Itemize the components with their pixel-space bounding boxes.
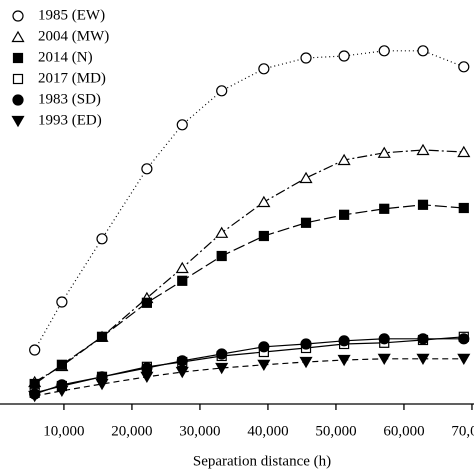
data-point xyxy=(338,50,350,62)
legend-label: 2004 (MW) xyxy=(38,28,109,44)
legend-label: 2014 (N) xyxy=(38,49,93,65)
data-point xyxy=(417,333,429,345)
data-point xyxy=(417,199,429,210)
data-point xyxy=(216,250,227,262)
legend-label: 2017 (MD) xyxy=(38,70,106,86)
legend-marker xyxy=(11,30,25,43)
data-point xyxy=(457,353,471,365)
data-point xyxy=(175,261,189,274)
data-point xyxy=(216,348,228,360)
data-point xyxy=(141,362,153,374)
data-point xyxy=(416,353,430,365)
data-point xyxy=(457,145,471,158)
data-point xyxy=(337,153,351,166)
data-point xyxy=(337,354,351,367)
data-point xyxy=(378,333,390,345)
x-tick-label: 20,000 xyxy=(111,423,152,439)
data-point xyxy=(56,296,68,308)
data-point xyxy=(140,371,154,383)
data-point xyxy=(458,333,470,345)
data-point xyxy=(258,63,270,75)
data-point xyxy=(299,356,313,369)
x-tick-label: 30,000 xyxy=(179,423,220,439)
series-line xyxy=(34,149,464,383)
x-tick-label: 60,000 xyxy=(383,423,424,439)
data-point xyxy=(29,378,40,390)
data-point xyxy=(299,171,313,184)
data-point xyxy=(28,390,42,403)
data-point xyxy=(416,143,430,156)
data-point xyxy=(458,61,470,73)
x-tick-label: 40,000 xyxy=(247,423,288,439)
data-point xyxy=(176,355,188,367)
data-point xyxy=(29,344,41,356)
data-point xyxy=(141,297,152,308)
x-tick-label: 10,000 xyxy=(43,423,84,439)
data-point xyxy=(258,341,270,353)
data-point xyxy=(177,275,188,286)
data-point xyxy=(300,217,312,228)
x-tick-label: 70,000 xyxy=(451,423,474,439)
series-line xyxy=(34,204,464,385)
data-point xyxy=(216,85,228,97)
series-line xyxy=(34,338,464,395)
data-point xyxy=(377,146,391,158)
data-point xyxy=(257,359,271,371)
data-point xyxy=(215,226,229,238)
data-point xyxy=(55,385,69,397)
legend-label: 1983 (SD) xyxy=(38,91,101,107)
data-point xyxy=(175,366,189,379)
legend-marker xyxy=(12,52,24,64)
data-point xyxy=(95,378,109,391)
data-point xyxy=(338,335,350,347)
legend-marker xyxy=(12,73,24,85)
x-tick-label: 50,000 xyxy=(315,423,356,439)
x-axis-label: Separation distance (h) xyxy=(193,453,331,469)
legend-label: 1985 (EW) xyxy=(38,7,105,23)
data-point xyxy=(300,52,312,64)
data-point xyxy=(215,362,229,375)
data-point xyxy=(96,331,108,342)
data-point xyxy=(300,338,312,350)
data-point xyxy=(377,353,391,365)
legend-marker xyxy=(12,94,24,106)
data-point xyxy=(141,163,153,175)
legend-marker xyxy=(12,10,24,22)
data-point xyxy=(379,203,390,214)
data-point xyxy=(378,45,390,57)
data-point xyxy=(339,209,350,220)
legend-marker xyxy=(11,115,25,128)
data-point xyxy=(176,119,188,131)
data-point xyxy=(96,233,108,245)
data-point xyxy=(417,45,429,57)
data-point xyxy=(258,230,269,242)
legend-label: 1993 (ED) xyxy=(38,112,102,128)
series-line xyxy=(34,358,464,397)
data-point xyxy=(458,202,469,214)
data-point xyxy=(56,359,67,370)
data-point xyxy=(257,195,271,208)
